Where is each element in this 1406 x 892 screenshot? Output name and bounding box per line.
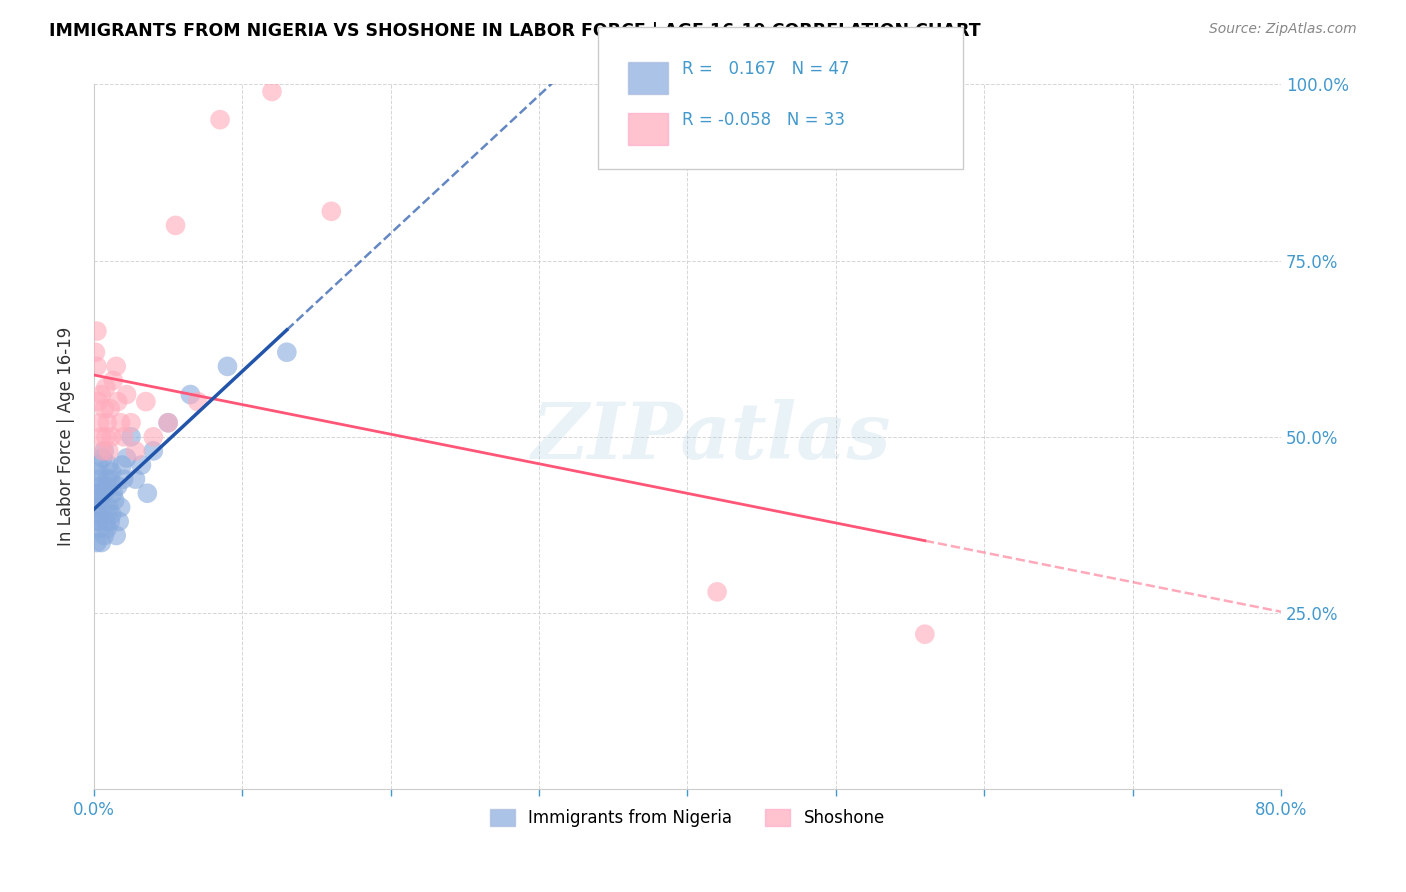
Point (165, 219, 187, 233)
Point (209, 112, 232, 127)
Point (96, 416, 118, 430)
Text: IMMIGRANTS FROM NIGERIA VS SHOSHONE IN LABOR FORCE | AGE 16-19 CORRELATION CHART: IMMIGRANTS FROM NIGERIA VS SHOSHONE IN L… (49, 22, 981, 40)
Point (142, 444, 165, 458)
Point (100, 508, 122, 522)
Point (90, 479, 112, 493)
Text: Source: ZipAtlas.com: Source: ZipAtlas.com (1209, 22, 1357, 37)
Point (135, 394, 157, 409)
Point (131, 458, 153, 472)
Point (112, 430, 135, 444)
Point (90, 430, 112, 444)
Point (108, 515, 131, 529)
Point (276, 345, 298, 359)
Point (93, 444, 115, 458)
Point (706, 585, 728, 599)
Text: R = -0.058   N = 33: R = -0.058 N = 33 (682, 112, 845, 129)
Point (87, 458, 110, 472)
Point (157, 416, 180, 430)
Point (98, 472, 121, 486)
Legend: Immigrants from Nigeria, Shoshone: Immigrants from Nigeria, Shoshone (484, 802, 891, 834)
Point (86, 359, 108, 374)
Text: ZIPatlas: ZIPatlas (531, 399, 891, 475)
Point (94, 479, 117, 493)
Point (124, 444, 146, 458)
Point (97, 500, 120, 515)
Point (120, 416, 142, 430)
Point (90, 387, 112, 401)
Point (86, 500, 108, 515)
Point (187, 394, 209, 409)
Point (111, 458, 134, 472)
Point (136, 486, 159, 500)
Point (112, 472, 135, 486)
Point (105, 359, 128, 374)
Point (260, 85, 283, 99)
Point (94, 380, 117, 394)
Point (91, 444, 114, 458)
Point (103, 486, 125, 500)
Point (914, 627, 936, 641)
Point (107, 479, 129, 493)
Point (142, 430, 165, 444)
Point (97, 458, 120, 472)
Point (93, 528, 115, 542)
Point (89, 472, 111, 486)
Point (98, 401, 121, 416)
Point (84, 486, 107, 500)
Point (110, 500, 132, 515)
Point (97, 444, 120, 458)
Point (217, 359, 239, 374)
Point (86, 535, 108, 549)
Point (98, 515, 121, 529)
Point (84, 345, 107, 359)
Point (91, 450, 114, 465)
Point (87, 515, 110, 529)
Point (115, 450, 138, 465)
Point (107, 394, 129, 409)
Point (321, 204, 343, 219)
Point (96, 521, 118, 535)
Point (90, 508, 112, 522)
Point (94, 515, 117, 529)
Point (91, 500, 114, 515)
Point (96, 472, 118, 486)
Point (87, 394, 110, 409)
Text: R =   0.167   N = 47: R = 0.167 N = 47 (682, 60, 849, 78)
Point (120, 430, 142, 444)
Point (93, 401, 115, 416)
Point (90, 535, 112, 549)
Point (157, 416, 180, 430)
Point (89, 521, 111, 535)
Point (93, 486, 115, 500)
Point (100, 465, 122, 479)
Point (87, 486, 110, 500)
Point (89, 416, 111, 430)
Point (86, 465, 108, 479)
Point (110, 416, 132, 430)
Point (89, 493, 111, 508)
Y-axis label: In Labor Force | Age 16-19: In Labor Force | Age 16-19 (58, 327, 75, 547)
Point (124, 472, 146, 486)
Point (94, 430, 117, 444)
Point (179, 387, 201, 401)
Point (115, 387, 138, 401)
Point (84, 515, 107, 529)
Point (100, 430, 122, 444)
Point (86, 324, 108, 338)
Point (104, 493, 127, 508)
Point (105, 528, 128, 542)
Point (103, 374, 125, 388)
